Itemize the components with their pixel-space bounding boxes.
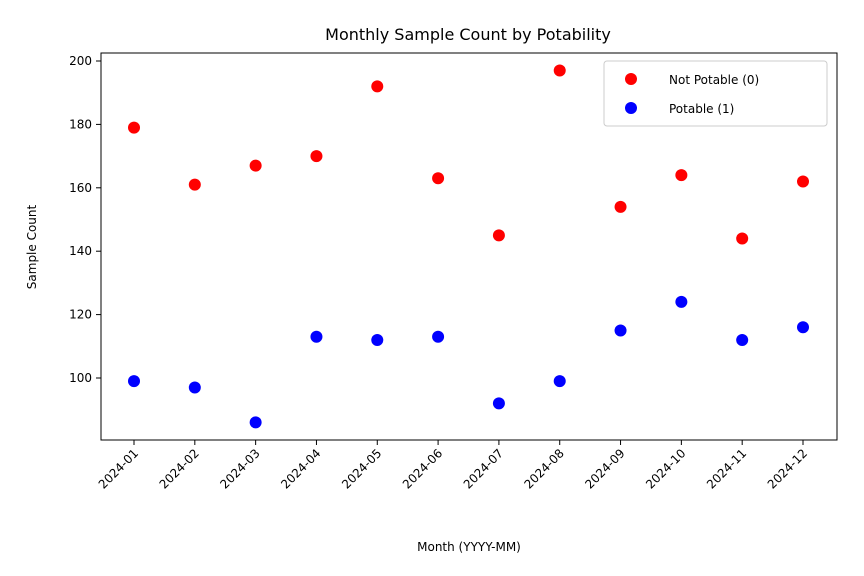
series-2-point — [188, 381, 201, 394]
series-2-point — [553, 375, 566, 388]
y-tick-label: 160 — [69, 181, 92, 195]
chart-title: Monthly Sample Count by Potability — [325, 25, 611, 44]
series-2-point — [736, 333, 749, 346]
series-1-point — [675, 169, 688, 182]
series-1-point — [553, 64, 566, 77]
y-tick-label: 120 — [69, 308, 92, 322]
x-tick-label: 2024-03 — [217, 446, 262, 491]
plot-frame — [100, 52, 838, 441]
x-tick-label: 2024-06 — [400, 446, 445, 491]
x-tick-label: 2024-07 — [461, 446, 506, 491]
x-tick-label: 2024-09 — [582, 446, 627, 491]
series-1-point — [249, 159, 262, 172]
y-tick-label: 200 — [69, 54, 92, 68]
x-tick-label: 2024-12 — [765, 446, 810, 491]
series-1-point — [371, 80, 384, 93]
x-tick-label: 2024-01 — [96, 446, 141, 491]
series-1-point — [310, 150, 323, 163]
x-tick-label: 2024-02 — [157, 446, 202, 491]
x-axis-label: Month (YYYY-MM) — [417, 540, 521, 554]
legend-label: Potable (1) — [669, 102, 734, 116]
series-2-point — [614, 324, 627, 337]
x-tick-label: 2024-08 — [521, 446, 566, 491]
x-tick-label: 2024-11 — [704, 446, 749, 491]
series-1-point — [736, 232, 749, 245]
series-2-point — [797, 321, 809, 334]
legend-marker — [625, 102, 637, 114]
series-1-point — [614, 200, 627, 213]
legend-marker — [625, 73, 637, 85]
series-1-point — [492, 229, 505, 242]
legend-label: Not Potable (0) — [669, 73, 759, 87]
y-axis-label: Sample Count — [25, 204, 39, 289]
x-tick-label: 2024-05 — [339, 446, 384, 491]
series-2-point — [249, 416, 262, 429]
series-2-point — [492, 397, 505, 410]
x-tick-label: 2024-04 — [278, 446, 323, 491]
series-2-point — [371, 333, 384, 346]
series-2-point — [128, 375, 140, 388]
data-points — [128, 64, 809, 429]
series-2-point — [310, 330, 323, 343]
legend: Not Potable (0) Potable (1) — [603, 60, 828, 127]
y-tick-label: 180 — [69, 117, 92, 131]
series-2-point — [432, 330, 445, 343]
series-1-point — [432, 172, 445, 185]
series-1-point — [797, 175, 809, 188]
series-1-point — [188, 178, 201, 191]
y-tick-label: 100 — [69, 371, 92, 385]
legend-box — [603, 60, 828, 127]
x-tick-label: 2024-10 — [643, 446, 688, 491]
y-tick-label: 140 — [69, 244, 92, 258]
series-1-point — [128, 121, 140, 134]
series-2-point — [675, 295, 688, 308]
